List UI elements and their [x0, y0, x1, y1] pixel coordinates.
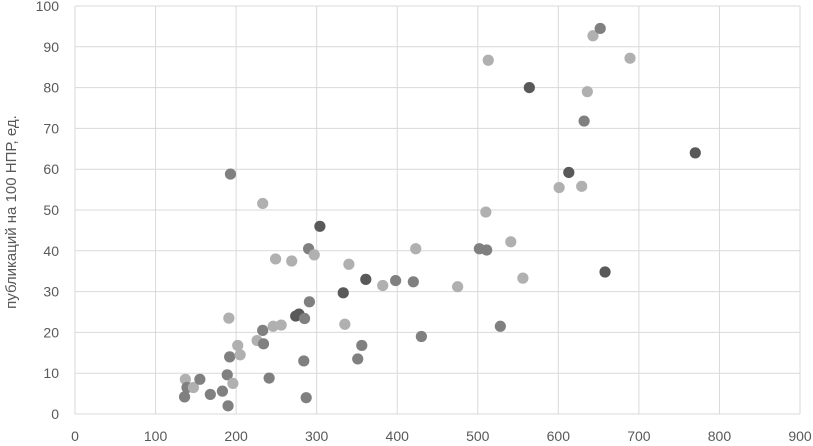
y-tick-label: 10 [43, 365, 59, 381]
y-tick-label: 0 [51, 406, 59, 422]
data-point [275, 319, 287, 331]
data-point [269, 253, 282, 265]
y-tick-label: 80 [43, 80, 59, 96]
data-point [481, 244, 493, 256]
y-tick-label: 70 [43, 120, 59, 136]
x-tick-label: 300 [305, 428, 329, 444]
data-point [221, 369, 233, 381]
data-point [410, 243, 422, 255]
data-point [594, 22, 606, 35]
data-point [227, 377, 239, 389]
data-point [452, 281, 464, 293]
data-point [222, 400, 234, 412]
data-point [337, 287, 349, 299]
y-tick-label: 40 [43, 243, 59, 259]
x-tick-label: 500 [466, 428, 490, 444]
data-point [523, 82, 535, 94]
data-point [216, 385, 229, 397]
data-point [194, 373, 206, 385]
data-point [360, 273, 372, 285]
data-point [587, 30, 599, 42]
y-tick-label: 100 [36, 0, 60, 14]
data-point [314, 220, 326, 232]
x-tick-label: 800 [708, 428, 732, 444]
data-point [377, 279, 389, 292]
data-point [624, 52, 636, 64]
x-tick-label: 900 [788, 428, 812, 444]
y-tick-label: 60 [43, 161, 59, 177]
data-point [263, 372, 275, 384]
data-point [286, 255, 298, 267]
x-tick-label: 400 [386, 428, 410, 444]
data-point [257, 338, 270, 350]
data-point [223, 312, 235, 324]
data-point [204, 388, 216, 401]
data-point [224, 168, 237, 180]
y-tick-label: 50 [43, 202, 59, 218]
data-point [578, 115, 590, 127]
data-point [356, 339, 368, 352]
data-point [343, 258, 355, 270]
x-tick-label: 700 [627, 428, 651, 444]
grid-lines [74, 5, 801, 415]
data-point [415, 330, 427, 343]
data-point [517, 272, 529, 284]
data-point [224, 351, 236, 363]
y-tick-label: 90 [43, 39, 59, 55]
x-tick-label: 600 [547, 428, 571, 444]
data-point [308, 249, 320, 261]
data-point [298, 312, 311, 325]
data-point [339, 318, 351, 330]
data-point [303, 296, 316, 308]
y-tick-label: 20 [43, 324, 59, 340]
data-point [581, 86, 593, 98]
data-point [576, 180, 588, 192]
x-tick-label: 100 [144, 428, 168, 444]
data-point [494, 320, 506, 332]
data-point [482, 54, 494, 66]
data-point [298, 355, 310, 367]
data-point [407, 276, 419, 288]
data-point [480, 206, 492, 218]
data-point [563, 166, 575, 179]
x-tick-label: 0 [71, 428, 79, 444]
data-points [178, 22, 701, 412]
data-point [257, 324, 269, 336]
data-point [232, 339, 244, 352]
data-point [257, 197, 269, 210]
data-point [178, 391, 191, 403]
data-point [689, 147, 701, 159]
data-point [390, 274, 402, 287]
y-axis-label: публикаций на 100 НПР, ед. [3, 115, 20, 309]
data-point [352, 353, 364, 365]
data-point [300, 392, 312, 404]
axis-tick-labels: 0 100 200 300 400 500 600 700 800 900 0 10 20 30 40 50 6… [36, 0, 812, 444]
x-tick-label: 200 [224, 428, 248, 444]
data-point [505, 236, 517, 248]
data-point [187, 381, 200, 394]
data-point [599, 266, 611, 278]
y-tick-label: 30 [43, 284, 59, 300]
data-point [553, 181, 565, 194]
data-point [234, 349, 246, 361]
